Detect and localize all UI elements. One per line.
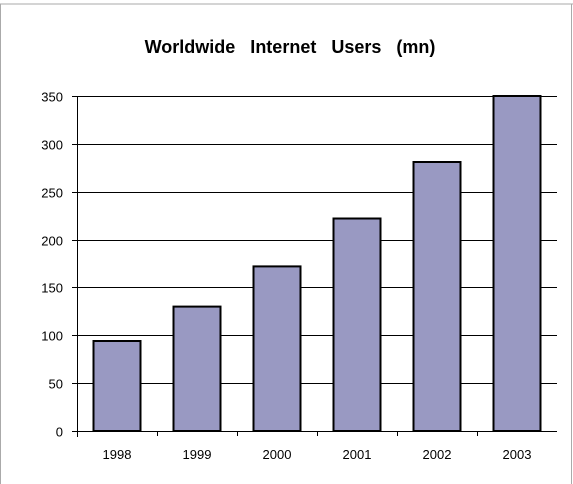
- chart-title: Worldwide Internet Users (mn): [145, 37, 436, 57]
- x-tick-labels: 1998 1999 2000 2001 2002 2003: [103, 447, 532, 462]
- bar-1999: [172, 305, 222, 433]
- bar-1998: [92, 340, 142, 432]
- bar-2000: [252, 265, 302, 432]
- y-tick-label-200: 200: [41, 234, 63, 249]
- grid-layer: [77, 96, 557, 384]
- y-tick-label-50: 50: [49, 377, 63, 392]
- x-tick-label-2003: 2003: [503, 447, 532, 462]
- y-tick-label-300: 300: [41, 138, 63, 153]
- y-tick-label-250: 250: [41, 186, 63, 201]
- y-tick-label-150: 150: [41, 281, 63, 296]
- x-tick-label-1999: 1999: [183, 447, 212, 462]
- bar-2001: [332, 217, 382, 432]
- bars-layer: [92, 95, 542, 433]
- y-tick-labels: 0 50 100 150 200 250 300 350: [41, 90, 63, 440]
- bar-2003: [492, 95, 542, 432]
- x-tick-label-2001: 2001: [343, 447, 372, 462]
- axis-layer: [72, 96, 557, 437]
- x-tick-label-2000: 2000: [263, 447, 292, 462]
- x-tick-label-2002: 2002: [423, 447, 452, 462]
- x-tick-label-1998: 1998: [103, 447, 132, 462]
- y-tick-label-350: 350: [41, 90, 63, 105]
- y-tick-label-100: 100: [41, 329, 63, 344]
- y-tick-label-0: 0: [56, 425, 63, 440]
- bar-2002: [412, 161, 462, 432]
